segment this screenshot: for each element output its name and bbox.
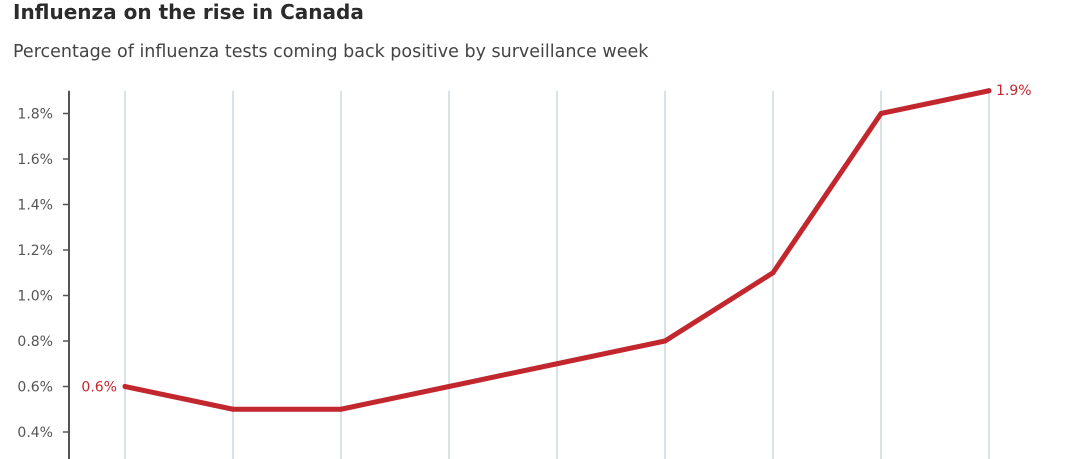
chart-subtitle: Percentage of influenza tests coming bac… — [13, 42, 649, 62]
end-value-label: 1.9% — [996, 83, 1032, 99]
y-tick-label: 0.6% — [17, 380, 53, 396]
data-point — [770, 270, 776, 276]
data-point — [986, 88, 992, 94]
data-point — [230, 406, 236, 412]
data-point — [338, 406, 344, 412]
y-tick-label: 1.6% — [17, 152, 53, 168]
y-tick-label: 1.8% — [17, 107, 53, 123]
y-tick-label: 0.4% — [17, 425, 53, 441]
data-point — [878, 111, 884, 116]
y-tick-label: 1.4% — [17, 198, 53, 214]
data-point — [554, 361, 560, 367]
y-tick-label: 1.2% — [17, 243, 53, 259]
chart-title: Influenza on the rise in Canada — [13, 0, 364, 24]
data-point — [662, 338, 668, 344]
y-tick-label: 1.0% — [17, 289, 53, 305]
data-point — [122, 384, 128, 389]
data-point — [446, 384, 452, 389]
start-value-label: 0.6% — [81, 380, 117, 396]
y-tick-label: 0.8% — [17, 334, 53, 350]
